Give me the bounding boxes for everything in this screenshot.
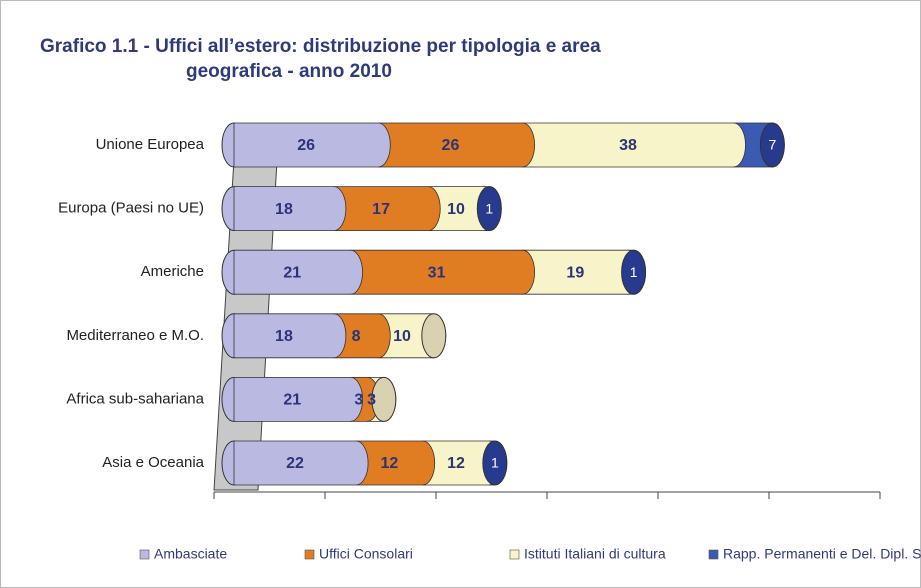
value-label: 26 <box>297 137 315 154</box>
legend-swatch <box>304 549 315 560</box>
value-label: 10 <box>447 201 465 218</box>
bar-segment <box>233 249 363 295</box>
y-tick-label: Mediterraneo e M.O. <box>66 327 204 344</box>
bar-cap <box>476 186 502 232</box>
legend-label: Istituti Italiani di cultura <box>524 546 666 562</box>
value-label: 7 <box>768 137 776 153</box>
bar-segment <box>333 186 441 231</box>
bar-segment <box>355 440 436 486</box>
value-label: 1 <box>485 200 493 216</box>
bar-segment <box>377 122 535 168</box>
legend-label: Rapp. Permanenti e Del. Dipl. Speciali <box>723 546 921 562</box>
bar-segment <box>233 313 347 359</box>
value-label: 1 <box>491 455 499 471</box>
value-label: 26 <box>442 137 460 154</box>
legend-swatch <box>509 549 520 560</box>
bar-cap <box>482 440 508 486</box>
value-label: 1 <box>630 264 638 280</box>
value-label: 3 <box>367 392 376 409</box>
value-label: 17 <box>372 201 390 218</box>
legend-swatch <box>708 549 719 560</box>
bar-segment <box>233 377 363 422</box>
value-label: 18 <box>275 201 293 218</box>
legend-swatch <box>139 549 150 560</box>
y-tick-label: Asia e Oceania <box>102 454 204 471</box>
value-label: 10 <box>393 328 411 345</box>
value-label: 22 <box>286 455 304 472</box>
value-label: 38 <box>619 137 637 154</box>
bar-cap <box>759 122 785 168</box>
bar-cap <box>621 249 647 295</box>
value-label: 3 <box>354 392 363 409</box>
bar-segment <box>233 122 391 168</box>
value-label: 21 <box>283 264 301 281</box>
bar-cap <box>371 376 397 422</box>
value-label: 12 <box>381 455 399 472</box>
bar-segment <box>522 122 746 168</box>
y-tick-label: Africa sub-sahariana <box>66 390 204 407</box>
bar-segment <box>350 249 535 295</box>
value-label: 12 <box>447 455 465 472</box>
value-label: 31 <box>428 264 446 281</box>
bar-cap <box>421 313 447 359</box>
bar-segment <box>233 440 369 486</box>
value-label: 19 <box>566 264 584 281</box>
value-label: 21 <box>283 392 301 409</box>
y-tick-label: Unione Europea <box>96 136 205 153</box>
bar-segment <box>233 186 347 231</box>
legend-label: Uffici Consolari <box>319 546 413 562</box>
y-tick-label: Europa (Paesi no UE) <box>58 200 204 217</box>
chart-title: Grafico 1.1 - Uffici all’estero: distrib… <box>40 36 601 57</box>
value-label: 18 <box>275 328 293 345</box>
chart-title: geografica - anno 2010 <box>186 61 392 82</box>
bar-segment <box>333 313 391 359</box>
legend-label: Ambasciate <box>154 546 227 562</box>
value-label: 8 <box>352 328 361 345</box>
y-tick-label: Americhe <box>141 263 204 280</box>
